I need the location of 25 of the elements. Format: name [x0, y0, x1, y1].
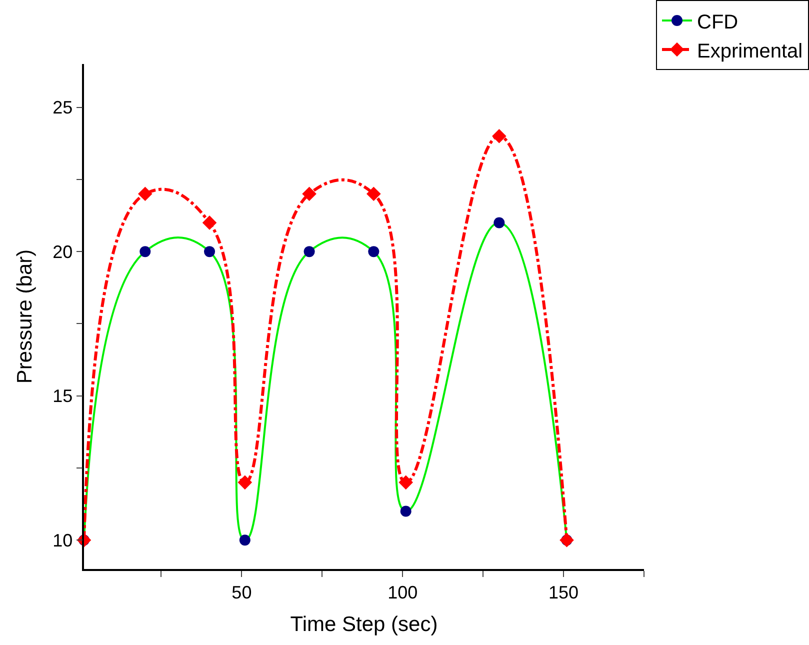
y-tick-label: 25 — [52, 98, 73, 118]
x-tick-label: 50 — [232, 582, 252, 602]
point — [138, 186, 152, 202]
point — [239, 534, 250, 546]
x-axis-title: Time Step (sec) — [290, 613, 438, 636]
point — [492, 128, 506, 144]
y-tick-label: 20 — [52, 242, 73, 262]
legend-label: Exprimental — [697, 40, 803, 62]
point — [302, 186, 316, 202]
y-tick-label: 15 — [52, 386, 73, 406]
point — [204, 246, 216, 258]
legend-label: CFD — [697, 11, 738, 34]
y-tick-label: 10 — [52, 530, 73, 550]
point — [238, 475, 252, 490]
point — [400, 506, 412, 517]
x-tick-label: 100 — [388, 582, 418, 602]
point — [366, 186, 381, 202]
y-axis-title: Pressure (bar) — [13, 249, 36, 384]
point — [140, 246, 151, 258]
point — [494, 217, 505, 228]
point — [304, 246, 315, 258]
point — [202, 216, 217, 230]
point — [398, 475, 413, 490]
x-tick-label: 150 — [548, 582, 579, 602]
point — [368, 246, 380, 258]
